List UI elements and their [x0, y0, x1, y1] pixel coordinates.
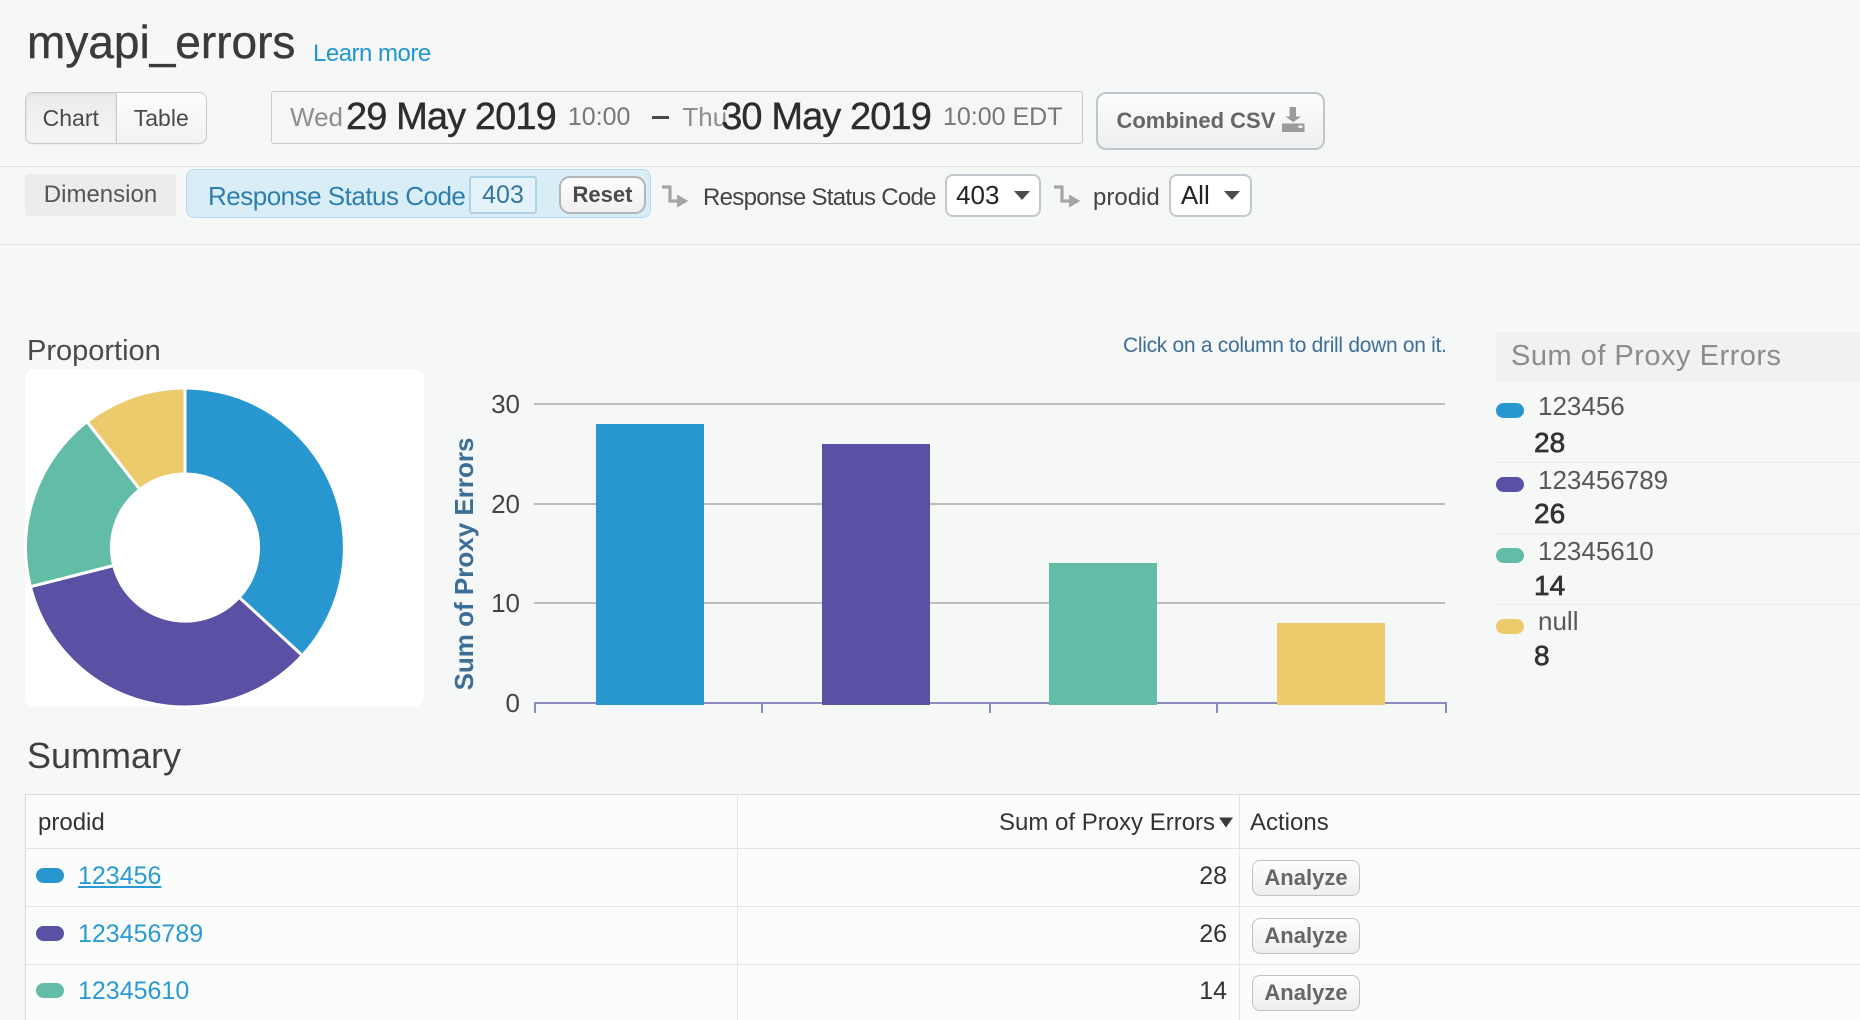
- svg-text:Sum of Proxy Errors: Sum of Proxy Errors: [449, 438, 479, 691]
